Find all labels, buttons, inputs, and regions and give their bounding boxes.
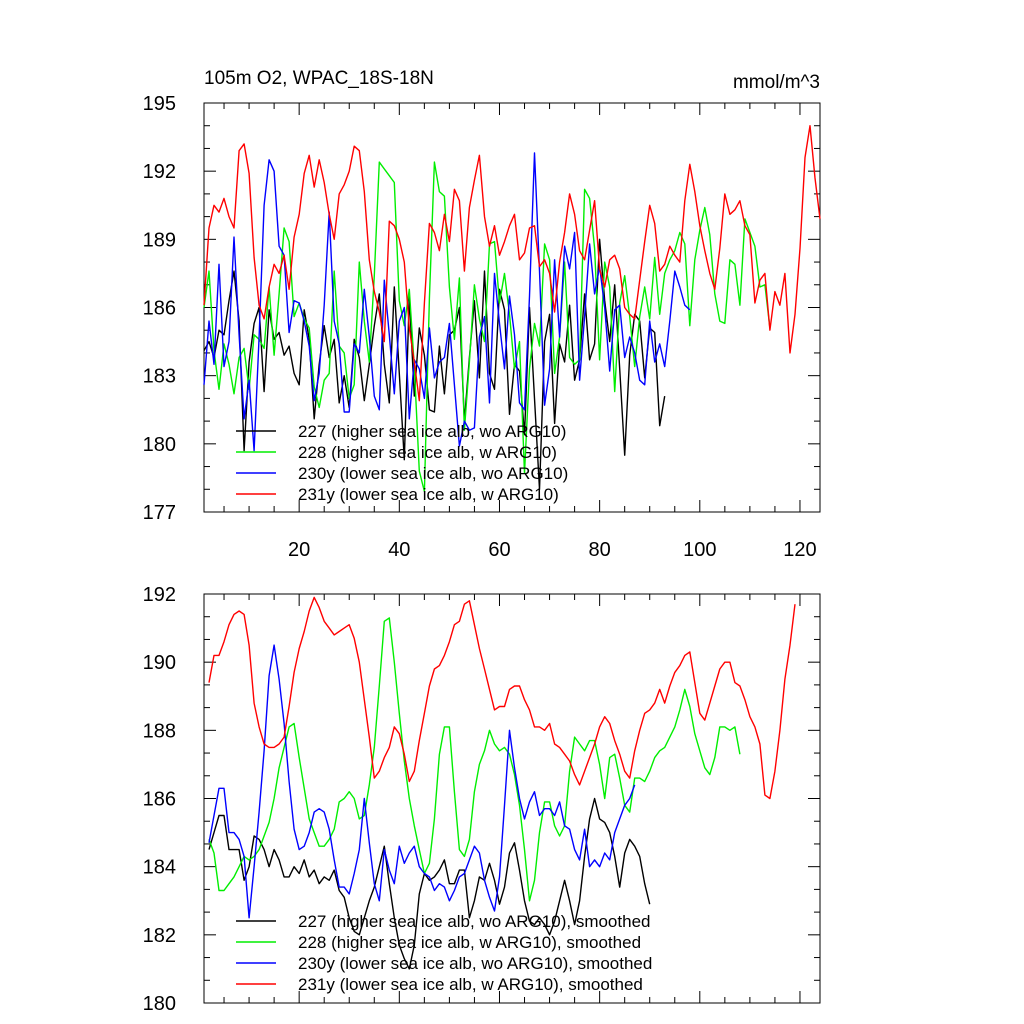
y-tick-label: 183 (143, 366, 176, 388)
legend-label: 230y (lower sea ice alb, wo ARG10) (298, 464, 568, 483)
series-line-0 (208, 797, 651, 970)
y-tick-label: 189 (143, 229, 176, 251)
legend-label: 227 (higher sea ice alb, wo ARG10), smoo… (298, 912, 650, 931)
y-tick-label: 186 (143, 298, 176, 320)
x-tick-label: 120 (783, 539, 816, 561)
x-tick-label: 40 (388, 539, 410, 561)
bottom-panel: 180 182 184 186 188 190 192 227 (higher sea ice… (143, 584, 821, 1015)
series-line-1 (208, 617, 741, 902)
y-tick-label: 195 (143, 93, 176, 115)
top-panel: 177 180 183 186 189 192 195 20 40 60 80 100 120 227 (… (143, 93, 821, 561)
legend-label: 231y (lower sea ice alb, w ARG10) (298, 485, 559, 504)
y-tick-label: 188 (143, 720, 176, 742)
y-tick-label: 180 (143, 434, 176, 456)
legend-label: 228 (higher sea ice alb, w ARG10), smoot… (298, 933, 641, 952)
y-tick-label: 186 (143, 789, 176, 811)
y-tick-label: 180 (143, 993, 176, 1015)
x-tick-label: 100 (683, 539, 716, 561)
chart-units: mmol/m^3 (733, 72, 820, 93)
legend-label: 231y (lower sea ice alb, w ARG10), smoot… (298, 975, 643, 994)
series-line-1 (203, 161, 771, 493)
series-line-0 (203, 238, 666, 490)
series-line-3 (203, 124, 821, 402)
y-tick-label: 190 (143, 652, 176, 674)
series-line-3 (208, 596, 796, 800)
y-tick-label: 184 (143, 857, 176, 879)
x-tick-label: 80 (589, 539, 611, 561)
chart-title: 105m O2, WPAC_18S-18N (204, 68, 434, 89)
series-line-2 (208, 644, 636, 919)
y-tick-label: 182 (143, 925, 176, 947)
y-tick-label: 192 (143, 161, 176, 183)
x-tick-label: 20 (288, 539, 310, 561)
legend-label: 227 (higher sea ice alb, wo ARG10) (298, 422, 566, 441)
series-line-2 (203, 152, 691, 452)
y-tick-label: 177 (143, 502, 176, 524)
legend-label: 230y (lower sea ice alb, wo ARG10), smoo… (298, 954, 652, 973)
y-tick-label: 192 (143, 584, 176, 606)
legend-label: 228 (higher sea ice alb, w ARG10) (298, 443, 557, 462)
x-tick-label: 60 (488, 539, 510, 561)
